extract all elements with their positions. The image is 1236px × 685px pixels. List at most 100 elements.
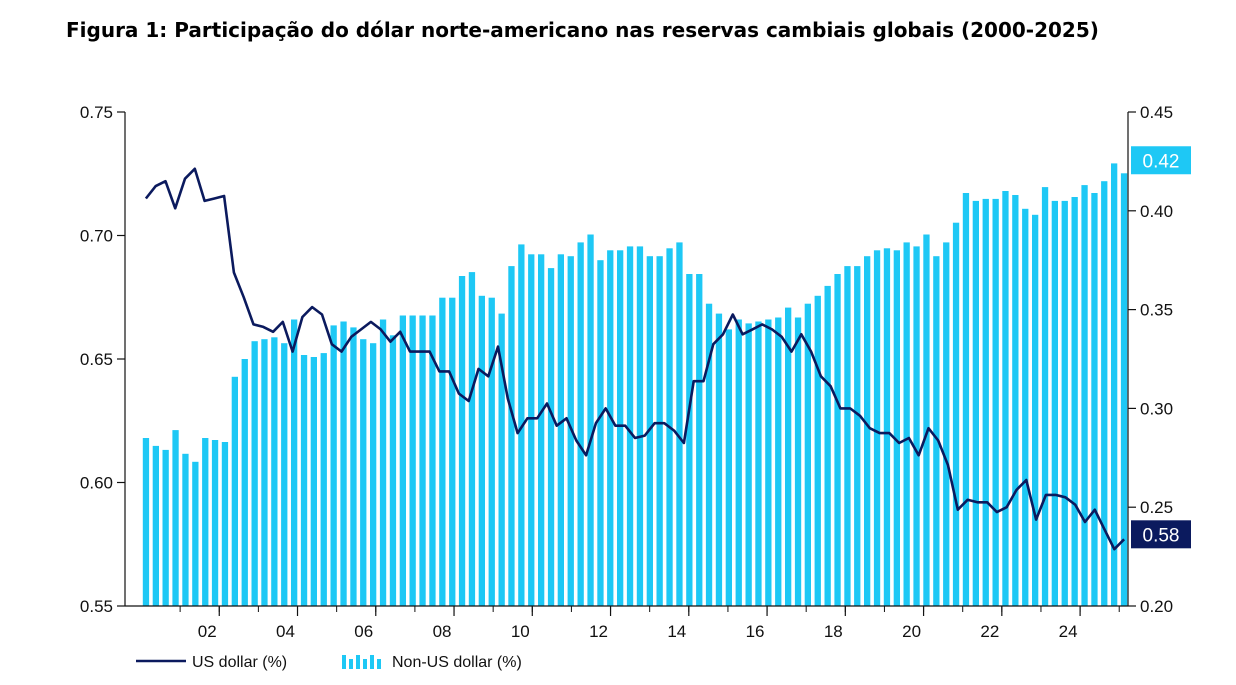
non-us-bar xyxy=(1002,191,1009,606)
non-us-bar xyxy=(320,353,327,606)
non-us-bar xyxy=(636,246,644,606)
non-us-bar xyxy=(972,200,979,606)
non-us-bar xyxy=(271,337,278,606)
non-us-bar xyxy=(755,321,762,606)
non-us-bar xyxy=(478,295,485,606)
right-tick-label: 0.45 xyxy=(1140,103,1173,122)
legend-bar-glyph xyxy=(363,659,367,669)
non-us-bar xyxy=(607,250,614,607)
legend-non-us-swatch xyxy=(342,655,381,669)
non-us-bar xyxy=(775,317,782,606)
non-us-bar xyxy=(310,357,317,606)
x-tick-label: 10 xyxy=(511,622,530,641)
x-tick-label: 06 xyxy=(354,622,373,641)
non-us-bar xyxy=(458,276,466,606)
non-us-bar xyxy=(231,376,238,606)
x-tick-label: 08 xyxy=(433,622,452,641)
non-us-bar xyxy=(834,274,841,606)
right-tick-label: 0.20 xyxy=(1140,597,1173,616)
non-us-bar xyxy=(1120,173,1128,607)
non-us-bar xyxy=(814,295,821,606)
right-tick-label: 0.25 xyxy=(1140,498,1173,517)
non-us-bar xyxy=(192,461,199,606)
legend-non-us-label: Non-US dollar (%) xyxy=(392,654,522,671)
non-us-bar xyxy=(1101,181,1108,606)
non-us-bar xyxy=(745,323,752,606)
non-us-bar xyxy=(182,453,189,606)
non-us-bar xyxy=(211,440,219,606)
non-us-bar xyxy=(735,319,742,606)
non-us-bar xyxy=(439,297,446,606)
non-us-bar xyxy=(952,222,960,606)
left-tick-label: 0.70 xyxy=(80,227,113,246)
left-tick-label: 0.75 xyxy=(80,103,113,122)
non-us-bar xyxy=(933,256,940,606)
non-us-bar xyxy=(824,285,831,606)
non-us-bar xyxy=(804,303,811,606)
non-us-bar xyxy=(785,307,792,606)
non-us-bar xyxy=(261,339,268,606)
non-us-bar xyxy=(982,198,989,606)
non-us-bar xyxy=(656,256,663,606)
non-us-bar xyxy=(172,430,179,606)
non-us-bar xyxy=(794,317,802,606)
non-us-bar xyxy=(696,274,703,606)
non-us-bar xyxy=(705,303,713,606)
non-us-bar xyxy=(962,193,970,606)
non-us-bar xyxy=(617,250,624,607)
non-us-bar xyxy=(844,266,851,606)
non-us-bar xyxy=(330,325,337,606)
non-us-bar xyxy=(1071,197,1078,606)
non-us-bar xyxy=(1081,185,1088,606)
non-us-bar xyxy=(379,319,387,606)
non-us-bar xyxy=(992,198,999,606)
non-us-bar xyxy=(1032,214,1039,607)
right-tick-label: 0.30 xyxy=(1140,399,1173,418)
non-us-value-badge-text: 0.42 xyxy=(1143,151,1180,172)
non-us-bar xyxy=(300,355,308,606)
non-us-bar xyxy=(399,315,406,606)
non-us-bar xyxy=(765,319,772,606)
non-us-bar xyxy=(557,254,564,607)
right-tick-label: 0.40 xyxy=(1140,202,1173,221)
non-us-bar xyxy=(142,438,150,606)
non-us-bar xyxy=(1022,208,1029,607)
non-us-bar xyxy=(409,315,416,606)
legend: US dollar (%) Non-US dollar (%) xyxy=(136,654,522,671)
non-us-bar xyxy=(873,250,881,607)
non-us-bar xyxy=(587,234,594,606)
non-us-bar xyxy=(350,327,357,606)
non-us-bar xyxy=(1041,187,1049,606)
non-us-bar xyxy=(626,246,634,606)
x-tick-label: 04 xyxy=(276,622,295,641)
x-tick-label: 24 xyxy=(1059,622,1078,641)
axes: 0.55 0.60 0.65 0.70 0.75 0.20 0.25 0.30 0.35 0.40… xyxy=(80,103,1173,641)
non-us-bar xyxy=(251,341,258,606)
non-us-bar xyxy=(676,242,683,606)
legend-bar-glyph xyxy=(370,655,374,669)
non-us-bar xyxy=(419,315,426,606)
left-tick-label: 0.60 xyxy=(80,474,113,493)
x-tick-label: 16 xyxy=(746,622,765,641)
non-us-bar xyxy=(715,313,723,606)
x-tick-label: 12 xyxy=(589,622,608,641)
non-us-bar xyxy=(943,242,950,606)
legend-bar-glyph xyxy=(342,655,346,669)
non-us-bar xyxy=(547,268,555,606)
non-us-bar xyxy=(1012,195,1019,606)
non-us-bar xyxy=(1111,163,1118,606)
non-us-bar xyxy=(429,315,436,606)
x-tick-label: 22 xyxy=(980,622,999,641)
non-us-bar xyxy=(162,449,169,606)
legend-bar-glyph xyxy=(377,659,381,669)
non-us-bar xyxy=(1051,200,1058,606)
x-tick-label: 18 xyxy=(824,622,843,641)
non-us-bar xyxy=(152,445,159,606)
legend-bar-glyph xyxy=(349,659,353,669)
non-us-bar xyxy=(1091,193,1098,606)
non-us-bar xyxy=(854,266,861,606)
non-us-bar xyxy=(903,242,910,606)
non-us-bar xyxy=(498,313,505,606)
non-us-value-badge xyxy=(1131,146,1191,175)
